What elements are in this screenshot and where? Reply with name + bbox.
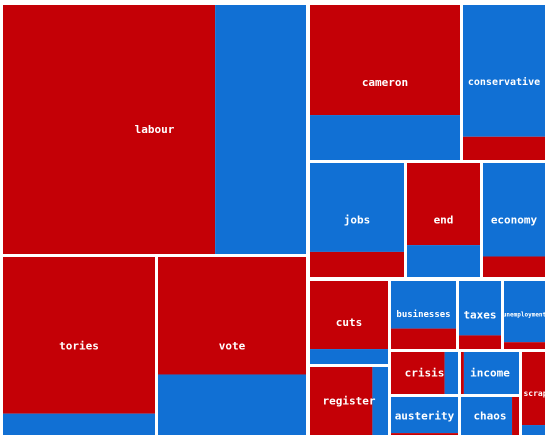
treemap-segment-blue (444, 352, 458, 394)
treemap-segment-blue (391, 281, 456, 329)
treemap-label-register: register (323, 395, 376, 408)
treemap-segment-red (391, 328, 456, 349)
treemap-segment-blue (158, 374, 306, 435)
treemap-segment-red (512, 397, 519, 435)
treemap-label-cuts: cuts (336, 316, 363, 329)
treemap-segment-red (3, 257, 155, 414)
treemap-label-chaos: chaos (473, 410, 506, 423)
treemap-label-crisis: crisis (405, 367, 445, 380)
treemap-cell-cameron: cameron (310, 5, 460, 160)
treemap-segment-blue (461, 397, 513, 435)
treemap-segment-red (407, 163, 480, 246)
treemap-segment-red (310, 251, 404, 277)
treemap-cell-crisis: crisis (391, 352, 458, 394)
treemap-label-income: income (470, 367, 510, 380)
treemap-segment-red (504, 342, 545, 349)
treemap-segment-blue (310, 349, 388, 364)
treemap-cell-unemployment: unemployment (503, 281, 547, 349)
treemap-cell-income: income (461, 352, 519, 394)
treemap-cell-tories: tories (3, 257, 155, 435)
treemap-label-jobs: jobs (344, 214, 371, 227)
treemap-segment-red (463, 136, 545, 160)
treemap-segment-blue (463, 5, 545, 137)
treemap-segment-blue (504, 281, 545, 343)
treemap-cell-businesses: businesses (391, 281, 456, 349)
treemap-segment-blue (310, 115, 460, 160)
treemap-label-businesses: businesses (396, 309, 450, 320)
treemap-segment-red (310, 5, 460, 116)
treemap-label-conservative: conservative (468, 76, 540, 88)
treemap-label-unemployment: unemployment (503, 312, 547, 319)
treemap-segment-blue (372, 367, 388, 435)
treemap-cell-labour: labour (3, 5, 306, 254)
treemap-segment-blue (407, 245, 480, 277)
treemap-cell-conservative: conservative (463, 5, 545, 160)
treemap-segment-red (158, 257, 306, 375)
treemap-segment-red (391, 352, 445, 394)
treemap-segment-red (483, 256, 545, 277)
treemap-segment-blue (310, 163, 404, 252)
treemap-label-austerity: austerity (395, 410, 455, 423)
treemap-label-tories: tories (59, 340, 99, 353)
treemap-segment-red (3, 5, 216, 254)
treemap-cell-vote: vote (158, 257, 306, 435)
treemap-label-scrap: scrap (523, 389, 547, 398)
treemap-segment-red (310, 367, 373, 435)
treemap-segment-blue (463, 352, 519, 394)
treemap-segment-blue (215, 5, 306, 254)
treemap-segment-blue (3, 413, 155, 435)
treemap-segment-blue (459, 281, 501, 336)
treemap-segment-red (310, 281, 388, 350)
treemap-cell-register: register (310, 367, 388, 435)
treemap-label-cameron: cameron (362, 76, 408, 89)
treemap-segment-red (459, 335, 501, 349)
treemap-cell-austerity: austerity (391, 397, 458, 435)
treemap-cell-taxes: taxes (459, 281, 501, 349)
treemap-segment-blue (522, 425, 545, 435)
treemap-label-vote: vote (219, 340, 246, 353)
treemap-segment-blue (391, 397, 458, 434)
treemap-segment-red (461, 352, 464, 394)
treemap-cell-cuts: cuts (310, 281, 388, 364)
treemap-cell-end: end (407, 163, 480, 277)
treemap-cell-jobs: jobs (310, 163, 404, 277)
treemap-segment-red (522, 352, 545, 426)
treemap-label-end: end (434, 214, 454, 227)
treemap-segment-red (391, 433, 458, 435)
treemap-label-labour: labour (135, 123, 175, 136)
treemap-cell-chaos: chaos (461, 397, 519, 435)
treemap-cell-economy: economy (483, 163, 545, 277)
treemap-cell-scrap: scrap (522, 352, 548, 435)
treemap-label-economy: economy (491, 214, 538, 227)
treemap-label-taxes: taxes (463, 309, 496, 322)
treemap-segment-blue (483, 163, 545, 257)
